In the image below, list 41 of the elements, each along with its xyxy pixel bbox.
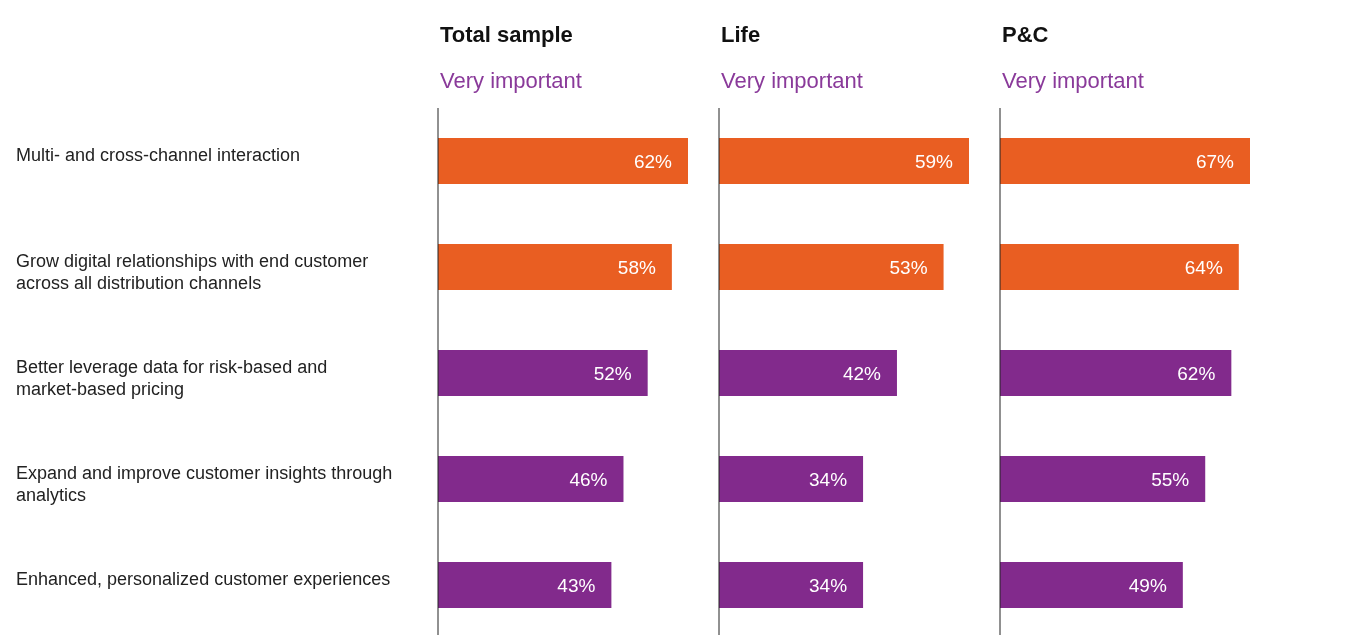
- y-tick-label: Grow digital relationships with end customer across all distribution channels: [16, 251, 369, 293]
- data-label: 58%: [617, 256, 656, 278]
- bar: [438, 244, 672, 290]
- bar: [438, 562, 612, 608]
- y-tick-label: Multi- and cross-channel interaction: [16, 145, 301, 165]
- data-label: 49%: [1128, 574, 1167, 596]
- bar: [438, 456, 624, 502]
- bar: [1000, 138, 1250, 184]
- data-label: 46%: [569, 468, 608, 490]
- data-label: 62%: [633, 150, 673, 172]
- bar: [719, 138, 969, 184]
- y-tick-label: Enhanced, personalized customer experiences: [16, 569, 391, 589]
- data-label: 42%: [842, 362, 882, 384]
- bar: [1000, 350, 1232, 396]
- data-label: 34%: [809, 468, 848, 490]
- chart-subtitle: Very important: [721, 67, 864, 94]
- data-label: 64%: [1184, 256, 1223, 278]
- data-label: 59%: [914, 150, 954, 172]
- y-tick-label: Expand and improve customer insights through analytics: [16, 463, 393, 505]
- chart-title: P&C: [1002, 21, 1050, 48]
- chart-subtitle: Very important: [440, 67, 583, 94]
- bar: [719, 350, 897, 396]
- bar: [719, 562, 864, 608]
- bar: [719, 456, 864, 502]
- data-label: 67%: [1195, 150, 1235, 172]
- chart-title: Total sample: [440, 21, 574, 48]
- data-label: 52%: [593, 362, 632, 384]
- data-label: 55%: [1151, 468, 1190, 490]
- bar: [438, 350, 648, 396]
- chart-subtitle: Very important: [1002, 67, 1145, 94]
- chart-title: Life: [721, 21, 762, 48]
- y-tick-label: Better leverage data for risk-based and market-based pricing: [16, 357, 328, 399]
- data-label: 53%: [889, 256, 928, 278]
- data-label: 43%: [557, 574, 596, 596]
- bar: [438, 138, 688, 184]
- bar: [719, 244, 944, 290]
- bar: [1000, 562, 1183, 608]
- bar: [1000, 244, 1239, 290]
- bar: [1000, 456, 1206, 502]
- data-label: 62%: [1177, 362, 1216, 384]
- data-label: 34%: [809, 574, 848, 596]
